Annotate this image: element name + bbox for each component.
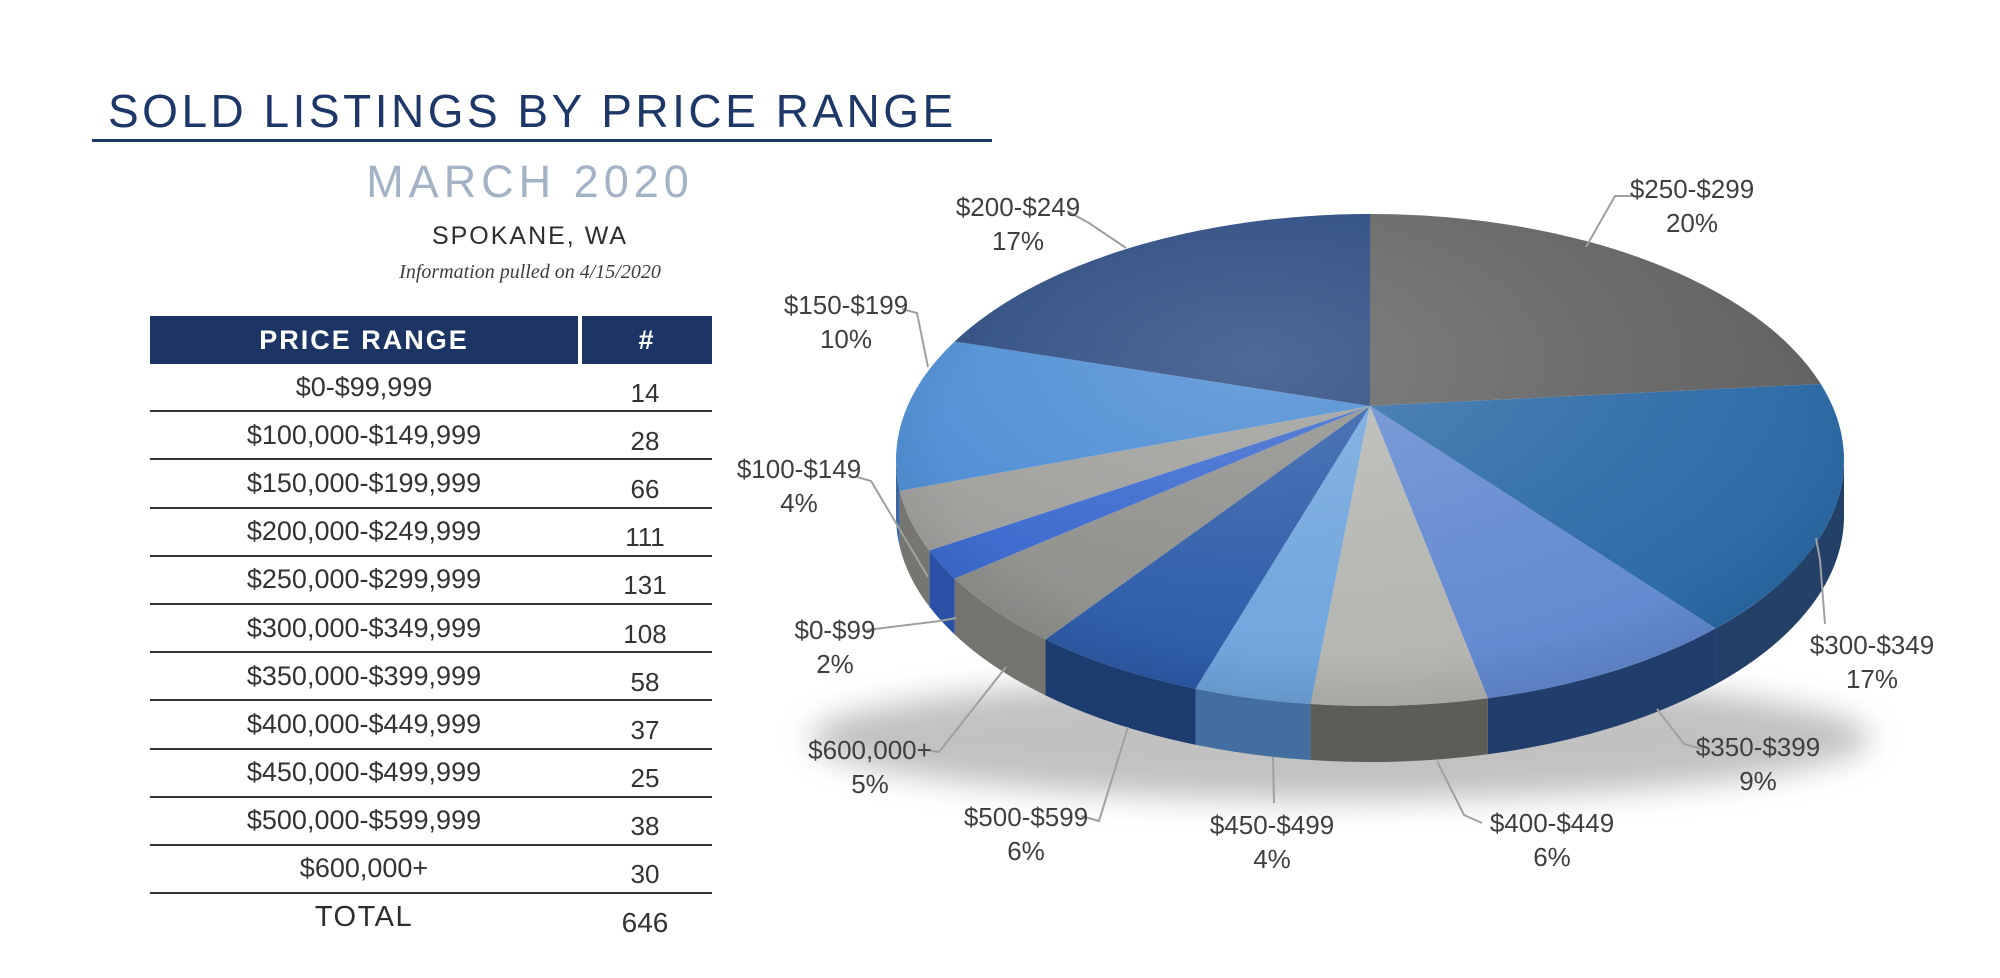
pie-slice-side	[899, 490, 930, 607]
price-range-cell: $450,000-$499,999	[246, 757, 482, 788]
price-range-cell: $300,000-$349,999	[246, 612, 482, 643]
pie-leader-line	[1066, 210, 1127, 249]
pie-sheen-overlay	[896, 214, 1844, 706]
price-range-cell: $150,000-$199,999	[246, 467, 482, 498]
pie-slice-side	[1310, 698, 1488, 762]
price-range-cell: $600,000+	[299, 853, 429, 884]
count-cell: 58	[630, 666, 660, 697]
pie-leader-line	[1080, 726, 1129, 823]
pie-leader-lines	[856, 195, 1826, 824]
table-body: $0-$99,999 14 $100,000-$149,999 28 $150,000-…	[150, 364, 712, 895]
count-cell: 28	[630, 425, 660, 456]
pie-slice-side	[1715, 460, 1844, 685]
table-row: $350,000-$399,999 58	[150, 653, 712, 702]
table-row: $100,000-$149,999 28	[150, 412, 712, 461]
pie-leader-line	[1272, 756, 1275, 804]
pie-slice-side	[929, 550, 955, 635]
count-cell: 111	[625, 522, 665, 553]
report-subheader: MARCH 2020 SPOKANE, WA Information pulle…	[130, 156, 930, 284]
table-row: $500,000-$599,999 38	[150, 798, 712, 846]
report-location: SPOKANE, WA	[431, 222, 629, 250]
price-range-cell: $0-$99,999	[295, 371, 433, 402]
pie-leader-line	[1436, 760, 1483, 824]
title-underline	[92, 139, 992, 142]
pie-leader-line	[1815, 537, 1826, 625]
price-range-cell: $250,000-$299,999	[246, 564, 482, 595]
table-row: $450,000-$499,999 25	[150, 750, 712, 798]
price-range-table: PRICE RANGE # $0-$99,999 14 $100,000-$149,…	[150, 316, 712, 940]
table-header-price-range: PRICE RANGE	[150, 316, 578, 364]
count-cell: 25	[630, 763, 660, 794]
table-row: $250,000-$299,999 131	[150, 557, 712, 605]
table-row: $0-$99,999 14	[150, 364, 712, 413]
count-cell: 131	[623, 570, 667, 601]
pie-leader-line	[925, 666, 1007, 754]
total-label: TOTAL	[314, 900, 414, 933]
price-range-cell: $400,000-$449,999	[246, 708, 482, 739]
price-range-cell: $200,000-$249,999	[246, 516, 482, 547]
table-total-row: TOTAL 646	[150, 894, 712, 940]
count-cell: 108	[623, 618, 667, 649]
report-note: Information pulled on 4/15/2020	[399, 261, 661, 283]
count-cell: 66	[630, 473, 660, 504]
pie-leader-line	[856, 476, 929, 578]
total-value: 646	[621, 907, 669, 939]
count-cell: 37	[630, 714, 660, 745]
count-cell: 30	[630, 859, 660, 890]
price-range-cell: $100,000-$149,999	[246, 419, 482, 450]
table-row: $600,000+ 30	[150, 846, 712, 895]
count-cell: 38	[630, 811, 660, 842]
table-row: $200,000-$249,999 111	[150, 509, 712, 557]
table-header-row: PRICE RANGE #	[150, 316, 712, 364]
pie-leader-line	[866, 617, 957, 631]
table-row: $300,000-$349,999 108	[150, 605, 712, 654]
pie-slice-side	[1045, 639, 1196, 745]
pie-leader-line	[901, 308, 929, 368]
price-range-cell: $500,000-$599,999	[246, 805, 482, 836]
count-cell: 14	[630, 377, 660, 408]
pie-leader-line	[1585, 195, 1632, 248]
price-range-cell: $350,000-$399,999	[246, 660, 482, 691]
table-header-count: #	[582, 316, 712, 364]
table-row: $400,000-$449,999 37	[150, 701, 712, 750]
report-month: MARCH 2020	[366, 156, 694, 207]
pie-slice-side	[1195, 688, 1311, 761]
page-title: SOLD LISTINGS BY PRICE RANGE	[108, 85, 957, 137]
table-row: $150,000-$199,999 66	[150, 460, 712, 509]
pie-slice-side	[954, 578, 1046, 696]
pie-slice-side	[1487, 628, 1716, 755]
pie-leader-line	[1656, 708, 1703, 750]
